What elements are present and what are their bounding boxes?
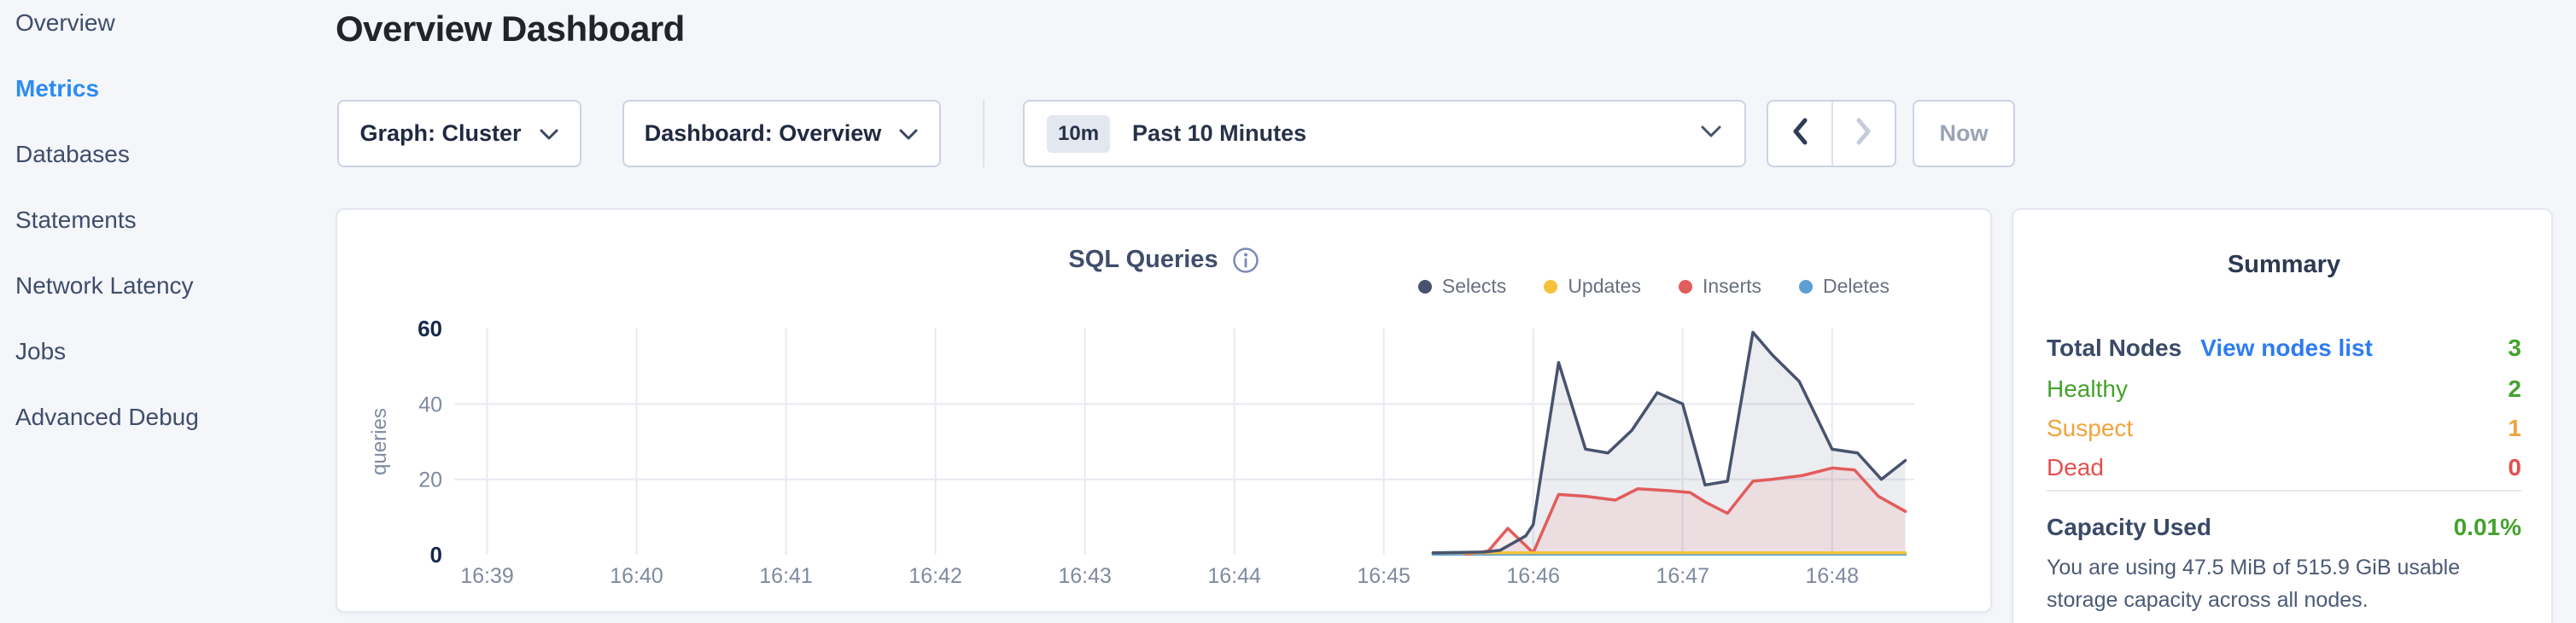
sql-queries-chart-card: SQL Queries Selects Updates Inserts Deletes… — [336, 208, 1992, 613]
time-range-label: Past 10 Minutes — [1132, 120, 1307, 146]
svg-text:40: 40 — [418, 393, 442, 416]
legend-dot-deletes — [1799, 279, 1814, 294]
status-label: Healthy — [2047, 376, 2128, 402]
sidebar: Overview Metrics Databases Statements Networ… — [0, 0, 307, 432]
status-row-healthy: Healthy 2 — [2047, 376, 2521, 403]
legend-dot-inserts — [1678, 279, 1692, 294]
legend-item-deletes[interactable]: Deletes — [1799, 275, 1890, 298]
svg-text:16:39: 16:39 — [460, 564, 514, 588]
view-nodes-list-link[interactable]: View nodes list — [2200, 335, 2373, 361]
legend-dot-selects — [1417, 279, 1432, 294]
chevron-down-icon — [1700, 125, 1722, 143]
time-range-badge: 10m — [1047, 114, 1111, 153]
legend-label: Inserts — [1702, 275, 1762, 297]
capacity-used-value: 0.01% — [2453, 514, 2521, 540]
time-range-selector[interactable]: 10m Past 10 Minutes — [1023, 100, 1746, 167]
sidebar-item-jobs[interactable]: Jobs — [15, 338, 67, 364]
dashboard-dropdown[interactable]: Dashboard: Overview — [622, 100, 941, 167]
svg-text:60: 60 — [418, 316, 442, 341]
info-icon[interactable] — [1232, 247, 1259, 274]
svg-text:16:46: 16:46 — [1506, 564, 1560, 588]
sidebar-item-advanced-debug[interactable]: Advanced Debug — [15, 404, 199, 430]
dashboard-dropdown-label: Dashboard: Overview — [644, 120, 882, 146]
legend-label: Selects — [1441, 275, 1507, 297]
legend-item-inserts[interactable]: Inserts — [1678, 275, 1762, 298]
svg-text:queries: queries — [368, 408, 391, 475]
svg-text:16:43: 16:43 — [1058, 564, 1112, 588]
legend-dot-updates — [1544, 279, 1558, 294]
legend-label: Updates — [1568, 275, 1641, 297]
sidebar-item-overview[interactable]: Overview — [15, 9, 115, 36]
capacity-description: You are using 47.5 MiB of 515.9 GiB usab… — [2047, 556, 2461, 612]
page-title: Overview Dashboard — [336, 9, 685, 49]
status-label: Suspect — [2047, 415, 2134, 441]
chevron-down-icon — [898, 120, 919, 147]
status-value: 1 — [2508, 415, 2521, 441]
svg-text:16:44: 16:44 — [1207, 564, 1261, 588]
legend-item-updates[interactable]: Updates — [1544, 275, 1641, 298]
svg-text:0: 0 — [430, 542, 442, 568]
status-row-suspect: Suspect 1 — [2047, 415, 2521, 442]
svg-text:16:45: 16:45 — [1357, 564, 1411, 588]
summary-panel: Summary Total Nodes View nodes list 3 He… — [2012, 208, 2553, 623]
time-back-button[interactable] — [1768, 102, 1831, 166]
summary-title: Summary — [2227, 251, 2341, 278]
status-label: Dead — [2047, 454, 2104, 480]
svg-text:16:40: 16:40 — [610, 564, 663, 588]
chevron-left-icon — [1790, 117, 1809, 150]
total-nodes-label: Total Nodes — [2047, 335, 2182, 361]
graph-dropdown-label: Graph: Cluster — [359, 120, 522, 146]
now-button[interactable]: Now — [1913, 100, 2015, 167]
graph-dropdown[interactable]: Graph: Cluster — [337, 100, 581, 167]
summary-divider — [2047, 490, 2521, 492]
sidebar-item-statements[interactable]: Statements — [15, 207, 137, 233]
sidebar-item-databases[interactable]: Databases — [15, 141, 130, 167]
status-value: 2 — [2508, 376, 2521, 402]
sidebar-item-metrics[interactable]: Metrics — [15, 75, 100, 102]
svg-text:16:42: 16:42 — [908, 564, 962, 588]
status-row-dead: Dead 0 — [2047, 454, 2521, 481]
legend-label: Deletes — [1823, 275, 1890, 297]
total-nodes-row: Total Nodes View nodes list 3 — [2047, 335, 2521, 362]
time-step-buttons — [1767, 100, 1896, 167]
chart-legend: Selects Updates Inserts Deletes — [1417, 275, 1890, 298]
svg-text:16:48: 16:48 — [1805, 564, 1859, 588]
total-nodes-value: 3 — [2508, 335, 2521, 361]
chevron-down-icon — [539, 120, 559, 147]
toolbar-divider — [983, 100, 984, 167]
sql-queries-chart-plot[interactable]: 16:39 16:40 16:41 16:42 16:43 16:44 16:45 16:46… — [337, 210, 1994, 614]
svg-text:20: 20 — [418, 469, 442, 492]
capacity-used-row: Capacity Used 0.01% — [2047, 514, 2521, 541]
svg-text:16:41: 16:41 — [759, 564, 813, 588]
chevron-right-icon — [1855, 117, 1873, 150]
chart-title: SQL Queries — [1068, 246, 1218, 273]
sidebar-item-network-latency[interactable]: Network Latency — [15, 272, 194, 299]
time-forward-button[interactable] — [1831, 102, 1895, 166]
status-value: 0 — [2508, 454, 2521, 480]
capacity-used-label: Capacity Used — [2047, 514, 2211, 540]
legend-item-selects[interactable]: Selects — [1417, 275, 1507, 298]
svg-text:16:47: 16:47 — [1656, 564, 1709, 588]
